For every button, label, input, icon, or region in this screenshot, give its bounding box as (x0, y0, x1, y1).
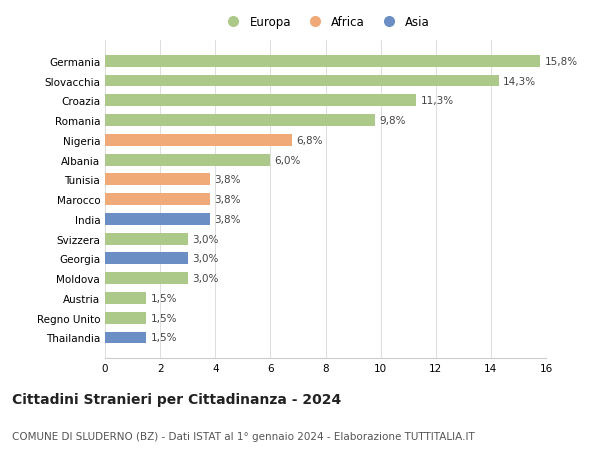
Text: 15,8%: 15,8% (545, 56, 578, 67)
Text: 3,8%: 3,8% (214, 175, 241, 185)
Text: 6,0%: 6,0% (275, 155, 301, 165)
Text: COMUNE DI SLUDERNO (BZ) - Dati ISTAT al 1° gennaio 2024 - Elaborazione TUTTITALI: COMUNE DI SLUDERNO (BZ) - Dati ISTAT al … (12, 431, 475, 441)
Bar (105, 213, 210, 225)
Bar (105, 292, 146, 304)
Text: 1,5%: 1,5% (151, 313, 177, 323)
Text: 11,3%: 11,3% (421, 96, 454, 106)
Text: 3,0%: 3,0% (192, 234, 218, 244)
Bar (105, 75, 499, 87)
Bar (105, 134, 292, 146)
Bar (105, 312, 146, 324)
Text: 1,5%: 1,5% (151, 293, 177, 303)
Bar (105, 115, 375, 127)
Bar (105, 233, 188, 245)
Text: 1,5%: 1,5% (151, 333, 177, 343)
Text: 3,0%: 3,0% (192, 274, 218, 284)
Text: Cittadini Stranieri per Cittadinanza - 2024: Cittadini Stranieri per Cittadinanza - 2… (12, 392, 341, 406)
Bar (105, 194, 210, 206)
Text: 3,0%: 3,0% (192, 254, 218, 264)
Bar (105, 253, 188, 265)
Text: 14,3%: 14,3% (503, 76, 536, 86)
Bar (105, 154, 271, 166)
Text: 9,8%: 9,8% (379, 116, 406, 126)
Bar (105, 56, 541, 67)
Text: 3,8%: 3,8% (214, 195, 241, 205)
Legend: Europa, Africa, Asia: Europa, Africa, Asia (218, 12, 433, 32)
Bar (105, 95, 416, 107)
Bar (105, 174, 210, 186)
Bar (105, 332, 146, 344)
Text: 6,8%: 6,8% (296, 135, 323, 146)
Bar (105, 273, 188, 285)
Text: 3,8%: 3,8% (214, 214, 241, 224)
